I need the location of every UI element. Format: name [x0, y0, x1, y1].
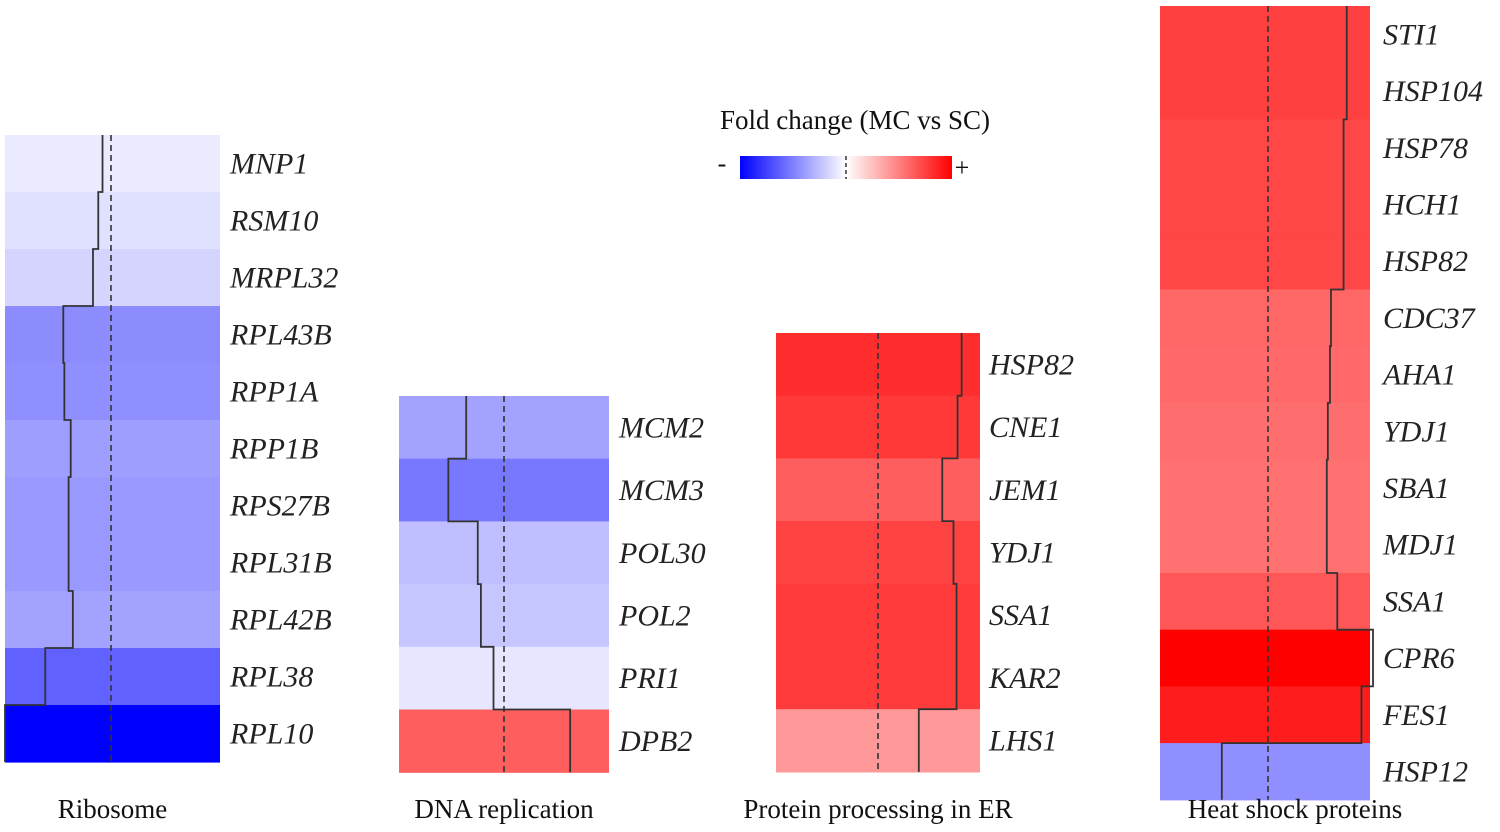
heatmap-cell: [1160, 119, 1370, 177]
gene-label: CPR6: [1383, 642, 1455, 675]
gene-label: RPL10: [229, 718, 313, 751]
gene-label: RPP1A: [229, 376, 319, 409]
heatmap-panels: MNP1 RSM10 MRPL32 RPL43B RPP1A RPP1B RPS27B RPL…: [4, 6, 1483, 824]
heatmap-cell: [1160, 62, 1370, 120]
gene-label: CDC37: [1383, 302, 1477, 335]
panel-title: Protein processing in ER: [743, 794, 1012, 824]
gene-label: SSA1: [1383, 585, 1446, 618]
gene-label: AHA1: [1381, 359, 1456, 392]
gene-label: RPL42B: [229, 604, 332, 637]
gene-label: MCM3: [618, 474, 704, 507]
legend-title: Fold change (MC vs SC): [720, 105, 990, 135]
fold-change-trace: [1220, 6, 1374, 800]
heatmap-cell: [5, 534, 220, 592]
heatmap-cell: [5, 192, 220, 250]
gene-label: PRI1: [618, 662, 681, 695]
fold-change-trace: [447, 396, 572, 773]
heatmap-cell: [5, 363, 220, 421]
heatmap-cell: [776, 709, 980, 773]
legend-plus-label: +: [955, 153, 970, 182]
heatmap-cell: [1160, 232, 1370, 291]
gene-label: RPL38: [229, 661, 313, 694]
gene-label: KAR2: [988, 662, 1061, 695]
gene-label: CNE1: [989, 411, 1062, 444]
panel-title: DNA replication: [414, 794, 594, 824]
heatmap-cell: [1160, 686, 1370, 744]
gene-label: RPL43B: [229, 319, 332, 352]
color-legend: Fold change (MC vs SC) - +: [718, 105, 990, 182]
gene-label: HCH1: [1382, 188, 1461, 221]
gene-label: SSA1: [989, 599, 1052, 632]
heatmap-cell: [1160, 629, 1370, 687]
gene-label: POL30: [618, 537, 706, 570]
fold-change-trace: [917, 333, 963, 772]
heatmap-cell: [1160, 6, 1370, 64]
heatmap-cell: [5, 705, 220, 763]
heatmap-cell: [1160, 176, 1370, 234]
heatmap-cell: [5, 477, 220, 535]
heatmap-cell: [5, 135, 220, 193]
panel-dna-replication: MCM2 MCM3 POL30 POL2 PRI1 DPB2 DNA replication: [399, 396, 706, 824]
panel-heat-shock-proteins: STI1 HSP104 HSP78 HCH1 HSP82 CDC37 AHA1 YDJ1 SBA…: [1160, 6, 1483, 824]
heatmap-cell: [5, 249, 220, 307]
heatmap-cell: [5, 648, 220, 706]
panel-protein-processing-in-er: HSP82 CNE1 JEM1 YDJ1 SSA1 KAR2 LHS1 Protein pro…: [743, 333, 1074, 824]
heatmap-cell: [1160, 516, 1370, 574]
gene-label: YDJ1: [989, 536, 1056, 569]
heatmap-cell: [5, 306, 220, 364]
gene-label: FES1: [1382, 699, 1450, 732]
gene-label: RPS27B: [229, 490, 330, 523]
gene-label: RPP1B: [229, 433, 318, 466]
gene-label: RSM10: [229, 205, 318, 238]
heatmap-cell: [1160, 402, 1370, 461]
gene-label: HSP104: [1382, 75, 1483, 108]
gene-label: YDJ1: [1383, 415, 1450, 448]
legend-minus-label: -: [718, 149, 727, 178]
fold-change-trace: [4, 135, 104, 762]
gene-label: RPL31B: [229, 547, 332, 580]
legend-color-bar: [740, 156, 952, 179]
gene-label: MCM2: [618, 411, 704, 444]
panel-title: Heat shock proteins: [1188, 794, 1402, 824]
gene-label: MDJ1: [1382, 529, 1458, 562]
heatmap-cell: [5, 591, 220, 649]
heatmap-cell: [5, 420, 220, 478]
gene-label: HSP12: [1382, 755, 1468, 788]
gene-label: HSP82: [1382, 245, 1468, 278]
gene-label: HSP82: [988, 348, 1074, 381]
gene-label: JEM1: [989, 474, 1061, 507]
gene-label: POL2: [618, 599, 691, 632]
gene-label: STI1: [1383, 18, 1440, 51]
heatmap-cell: [1160, 743, 1370, 801]
panel-title: Ribosome: [58, 794, 168, 824]
heatmap-cell: [1160, 573, 1370, 631]
gene-label: SBA1: [1383, 472, 1450, 505]
gene-label: LHS1: [988, 725, 1057, 758]
gene-label: HSP78: [1382, 132, 1468, 165]
panel-ribosome: MNP1 RSM10 MRPL32 RPL43B RPP1A RPP1B RPS27B RPL…: [4, 135, 338, 824]
gene-label: MNP1: [229, 148, 308, 181]
heatmap-cell: [1160, 289, 1370, 347]
heatmap-cell: [1160, 346, 1370, 404]
heatmap-cell: [1160, 459, 1370, 517]
gene-label: DPB2: [618, 725, 692, 758]
gene-label: MRPL32: [229, 262, 338, 295]
